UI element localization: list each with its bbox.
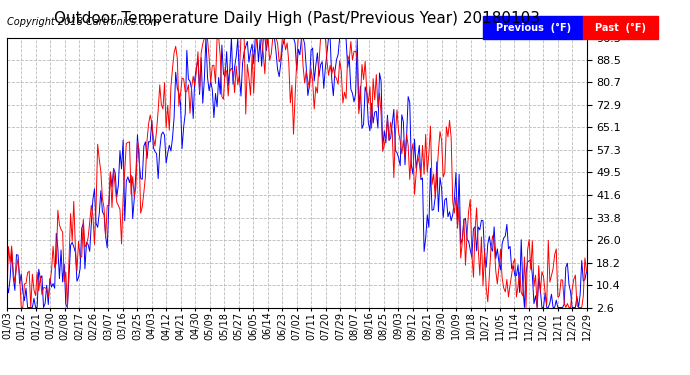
Text: Previous  (°F): Previous (°F): [496, 23, 571, 33]
Text: Copyright 2018 Cartronics.com: Copyright 2018 Cartronics.com: [7, 17, 160, 27]
Text: Outdoor Temperature Daily High (Past/Previous Year) 20180103: Outdoor Temperature Daily High (Past/Pre…: [54, 11, 540, 26]
Text: Past  (°F): Past (°F): [595, 23, 646, 33]
